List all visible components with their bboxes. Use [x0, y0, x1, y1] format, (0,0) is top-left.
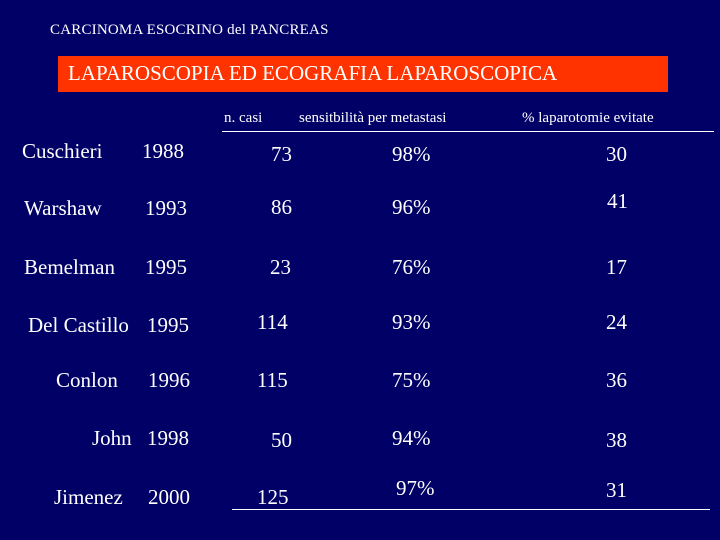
- header-cases: n. casi: [224, 110, 263, 126]
- header-sensitivity: sensitbilità per metastasi: [299, 110, 447, 126]
- study-year: 1988: [142, 139, 184, 163]
- study-year: 1998: [147, 426, 189, 450]
- study-year: 1993: [145, 196, 187, 220]
- cases-value: 115: [257, 368, 288, 392]
- cases-value: 23: [270, 255, 291, 279]
- cases-value: 73: [271, 142, 292, 166]
- avoided-value: 36: [606, 368, 627, 392]
- title-banner: [58, 56, 668, 92]
- cases-value: 114: [257, 310, 288, 334]
- study-name: Bemelman: [24, 255, 115, 279]
- study-year: 2000: [148, 485, 190, 509]
- study-year: 1996: [148, 368, 190, 392]
- avoided-value: 17: [606, 255, 627, 279]
- study-year: 1995: [147, 313, 189, 337]
- study-name: Cuschieri: [22, 139, 103, 163]
- avoided-value: 38: [606, 428, 627, 452]
- header-avoided: % laparotomie evitate: [522, 110, 654, 126]
- avoided-value: 41: [607, 189, 628, 213]
- avoided-value: 24: [606, 310, 627, 334]
- slide-title: CARCINOMA ESOCRINO del PANCREAS: [50, 22, 329, 38]
- avoided-value: 30: [606, 142, 627, 166]
- study-name: Conlon: [56, 368, 118, 392]
- sensitivity-value: 96%: [392, 195, 431, 219]
- study-name: Warshaw: [24, 196, 102, 220]
- study-name: Del Castillo: [28, 313, 129, 337]
- sensitivity-value: 97%: [396, 476, 435, 500]
- sensitivity-value: 75%: [392, 368, 431, 392]
- avoided-value: 31: [606, 478, 627, 502]
- header-rule: [222, 131, 714, 132]
- sensitivity-value: 76%: [392, 255, 431, 279]
- study-name: John: [92, 426, 132, 450]
- sensitivity-value: 94%: [392, 426, 431, 450]
- study-year: 1995: [145, 255, 187, 279]
- cases-value: 50: [271, 428, 292, 452]
- sensitivity-value: 93%: [392, 310, 431, 334]
- study-name: Jimenez: [54, 485, 123, 509]
- cases-value: 125: [257, 485, 289, 509]
- cases-value: 86: [271, 195, 292, 219]
- sensitivity-value: 98%: [392, 142, 431, 166]
- banner-title: LAPAROSCOPIA ED ECOGRAFIA LAPAROSCOPICA: [68, 61, 558, 85]
- table-bottom-rule: [232, 509, 710, 510]
